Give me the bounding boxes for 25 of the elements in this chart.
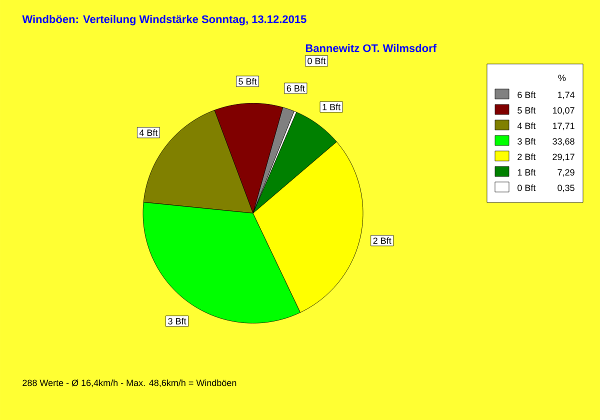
legend-title: % <box>558 74 566 82</box>
chart-subtitle: Bannewitz OT. Wilmsdorf <box>306 44 437 52</box>
data-label: 33,68 <box>552 138 574 146</box>
legend-label: 5 Bft <box>518 106 536 114</box>
legend-label: 6 Bft <box>518 91 536 98</box>
category-label: 0 Bft <box>308 58 326 64</box>
data-label: 29,17 <box>552 154 574 162</box>
data-label: 10,07 <box>552 107 574 115</box>
data-label: 1,74 <box>558 92 575 100</box>
chart-title: Windböen: Verteilung Windstärke Sonntag, 13.12.2015 <box>22 15 306 26</box>
slice-label: 4 Bft <box>139 129 158 136</box>
slice-label: 5 Bft <box>238 78 257 85</box>
text: 288 Werte - Ø 16,4km/h - Max. 48,6km/h = Windböen <box>22 379 236 388</box>
legend-label: 3 Bft <box>518 138 536 145</box>
legend-label: 2 Bft <box>518 153 536 160</box>
legend-label: 4 Bft <box>517 122 536 130</box>
legend-label: 1 Bft <box>518 168 536 176</box>
slice-label: 2 Bft <box>373 237 392 244</box>
slice-label: 3 Bft <box>168 318 186 324</box>
data-label: 0,35 <box>558 184 574 192</box>
slice-label: 1 Bft <box>322 104 340 110</box>
data-label: 7,29 <box>558 169 574 177</box>
slice-label: 6 Bft <box>286 84 305 92</box>
legend-label: 0 Bft <box>518 184 536 192</box>
data-label: 17,71 <box>552 122 574 130</box>
